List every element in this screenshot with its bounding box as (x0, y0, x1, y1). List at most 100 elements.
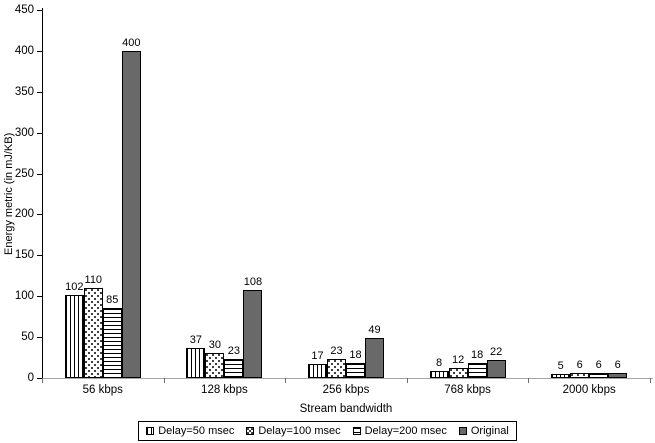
bar-value-label: 5 (557, 360, 564, 372)
legend: Delay=50 msec Delay=100 msec Delay=200 mse… (0, 421, 655, 441)
y-axis-tick (37, 50, 42, 52)
bar-value-label: 110 (84, 274, 103, 286)
bar (467, 363, 487, 378)
bar-unit: 102 (64, 10, 84, 378)
bar-value-label: 37 (189, 334, 203, 346)
bar-value-label: 18 (349, 349, 362, 361)
y-tick-label: 150 (14, 249, 34, 262)
x-axis-tick (285, 378, 287, 383)
y-axis-tick (37, 10, 42, 11)
bar-unit: 108 (243, 10, 263, 378)
x-category-label: 128 kbps (201, 384, 248, 396)
y-axis-tick (37, 296, 42, 298)
y-tick-label: 100 (14, 290, 34, 303)
y-axis-line (42, 8, 43, 378)
legend-box: Delay=50 msec Delay=100 msec Delay=200 mse… (138, 421, 517, 441)
y-axis-tick (37, 214, 42, 216)
bar (224, 359, 244, 378)
bar-group: 37 30 23 108 (164, 10, 286, 378)
bar-group: 17 23 18 49 (285, 10, 407, 378)
bar-unit: 49 (364, 10, 384, 378)
x-category-label: 2000 kbps (562, 384, 616, 396)
y-tick-label: 0 (27, 372, 34, 384)
bar-value-label: 23 (227, 345, 241, 357)
bar-unit: 6 (570, 10, 590, 378)
plot-area: 0 50 100 150 200 250 300 350 400 450 102 110 85 400 37… (15, 4, 653, 384)
bar-value-label: 6 (595, 359, 602, 371)
legend-swatch-icon (146, 427, 155, 435)
y-axis-tick (37, 91, 42, 93)
legend-label: Delay=100 msec (258, 425, 341, 437)
y-axis-tick (37, 173, 42, 175)
x-axis-tick (650, 378, 651, 383)
legend-swatch-icon (458, 427, 467, 435)
bar-unit: 85 (102, 10, 122, 378)
bar (121, 51, 141, 378)
y-axis-tick (37, 337, 42, 339)
bar (186, 348, 206, 378)
bar-value-label: 400 (122, 37, 141, 49)
bar (83, 288, 103, 378)
bar-value-label: 18 (470, 349, 484, 361)
bar-group: 102 110 85 400 (42, 10, 164, 378)
y-tick-label: 400 (14, 44, 34, 57)
bar (448, 368, 468, 378)
bar-unit: 30 (205, 10, 225, 378)
x-category-label: 768 kbps (444, 384, 491, 396)
bar (570, 373, 590, 378)
bar-value-label: 8 (436, 357, 443, 369)
bar-unit: 23 (326, 10, 346, 378)
bar-unit: 18 (467, 10, 487, 378)
bar-unit: 8 (429, 10, 449, 378)
bar-unit: 6 (589, 10, 609, 378)
bar (429, 371, 449, 378)
bar-value-label: 49 (368, 324, 381, 336)
bar-value-label: 6 (614, 359, 621, 371)
bar-unit: 37 (186, 10, 206, 378)
bar-unit: 17 (307, 10, 327, 378)
bar-unit: 22 (486, 10, 506, 378)
x-axis-tick (42, 378, 43, 383)
y-axis-tick (37, 255, 42, 257)
x-axis-line (42, 378, 653, 379)
bar-value-label: 6 (576, 359, 583, 371)
y-tick-label: 200 (14, 208, 34, 221)
legend-label: Delay=50 msec (158, 425, 235, 437)
x-category-label: 256 kbps (322, 384, 370, 396)
x-axis-tick (406, 378, 408, 383)
bar-value-label: 85 (106, 294, 119, 306)
bar-unit: 12 (448, 10, 468, 378)
bar (364, 338, 384, 378)
y-axis-tick (37, 378, 42, 379)
legend-label: Delay=200 msec (364, 425, 447, 437)
bar-value-label: 102 (65, 281, 84, 293)
bar-unit: 110 (83, 10, 103, 378)
bar-unit: 5 (551, 10, 571, 378)
y-axis-title: Energy metric (in mJ/KB) (3, 132, 15, 256)
x-axis-tick (528, 378, 530, 383)
y-tick-label: 350 (14, 85, 34, 98)
legend-swatch-icon (246, 427, 255, 435)
bar-unit: 18 (345, 10, 365, 378)
x-axis-tick (163, 378, 165, 383)
x-axis-category-labels: 56 kbps 128 kbps 256 kbps 768 kbps 2000 kbps (42, 384, 650, 398)
bar-unit: 23 (224, 10, 244, 378)
bar (326, 359, 346, 378)
bar-value-label: 108 (243, 276, 263, 288)
bar-unit: 6 (608, 10, 628, 378)
legend-item: Delay=100 msec (246, 425, 341, 437)
bar-unit: 400 (121, 10, 141, 378)
legend-swatch-icon (352, 427, 361, 435)
bar-value-label: 30 (208, 339, 222, 351)
bar (486, 360, 506, 378)
legend-item: Delay=50 msec (146, 425, 234, 437)
bar-group: 8 12 18 22 (407, 10, 529, 378)
y-tick-label: 250 (14, 167, 34, 180)
y-axis-tick (37, 132, 42, 134)
x-category-label: 56 kbps (82, 384, 123, 396)
y-tick-label: 300 (14, 126, 34, 139)
bar (243, 290, 263, 378)
bar-value-label: 23 (330, 345, 343, 357)
